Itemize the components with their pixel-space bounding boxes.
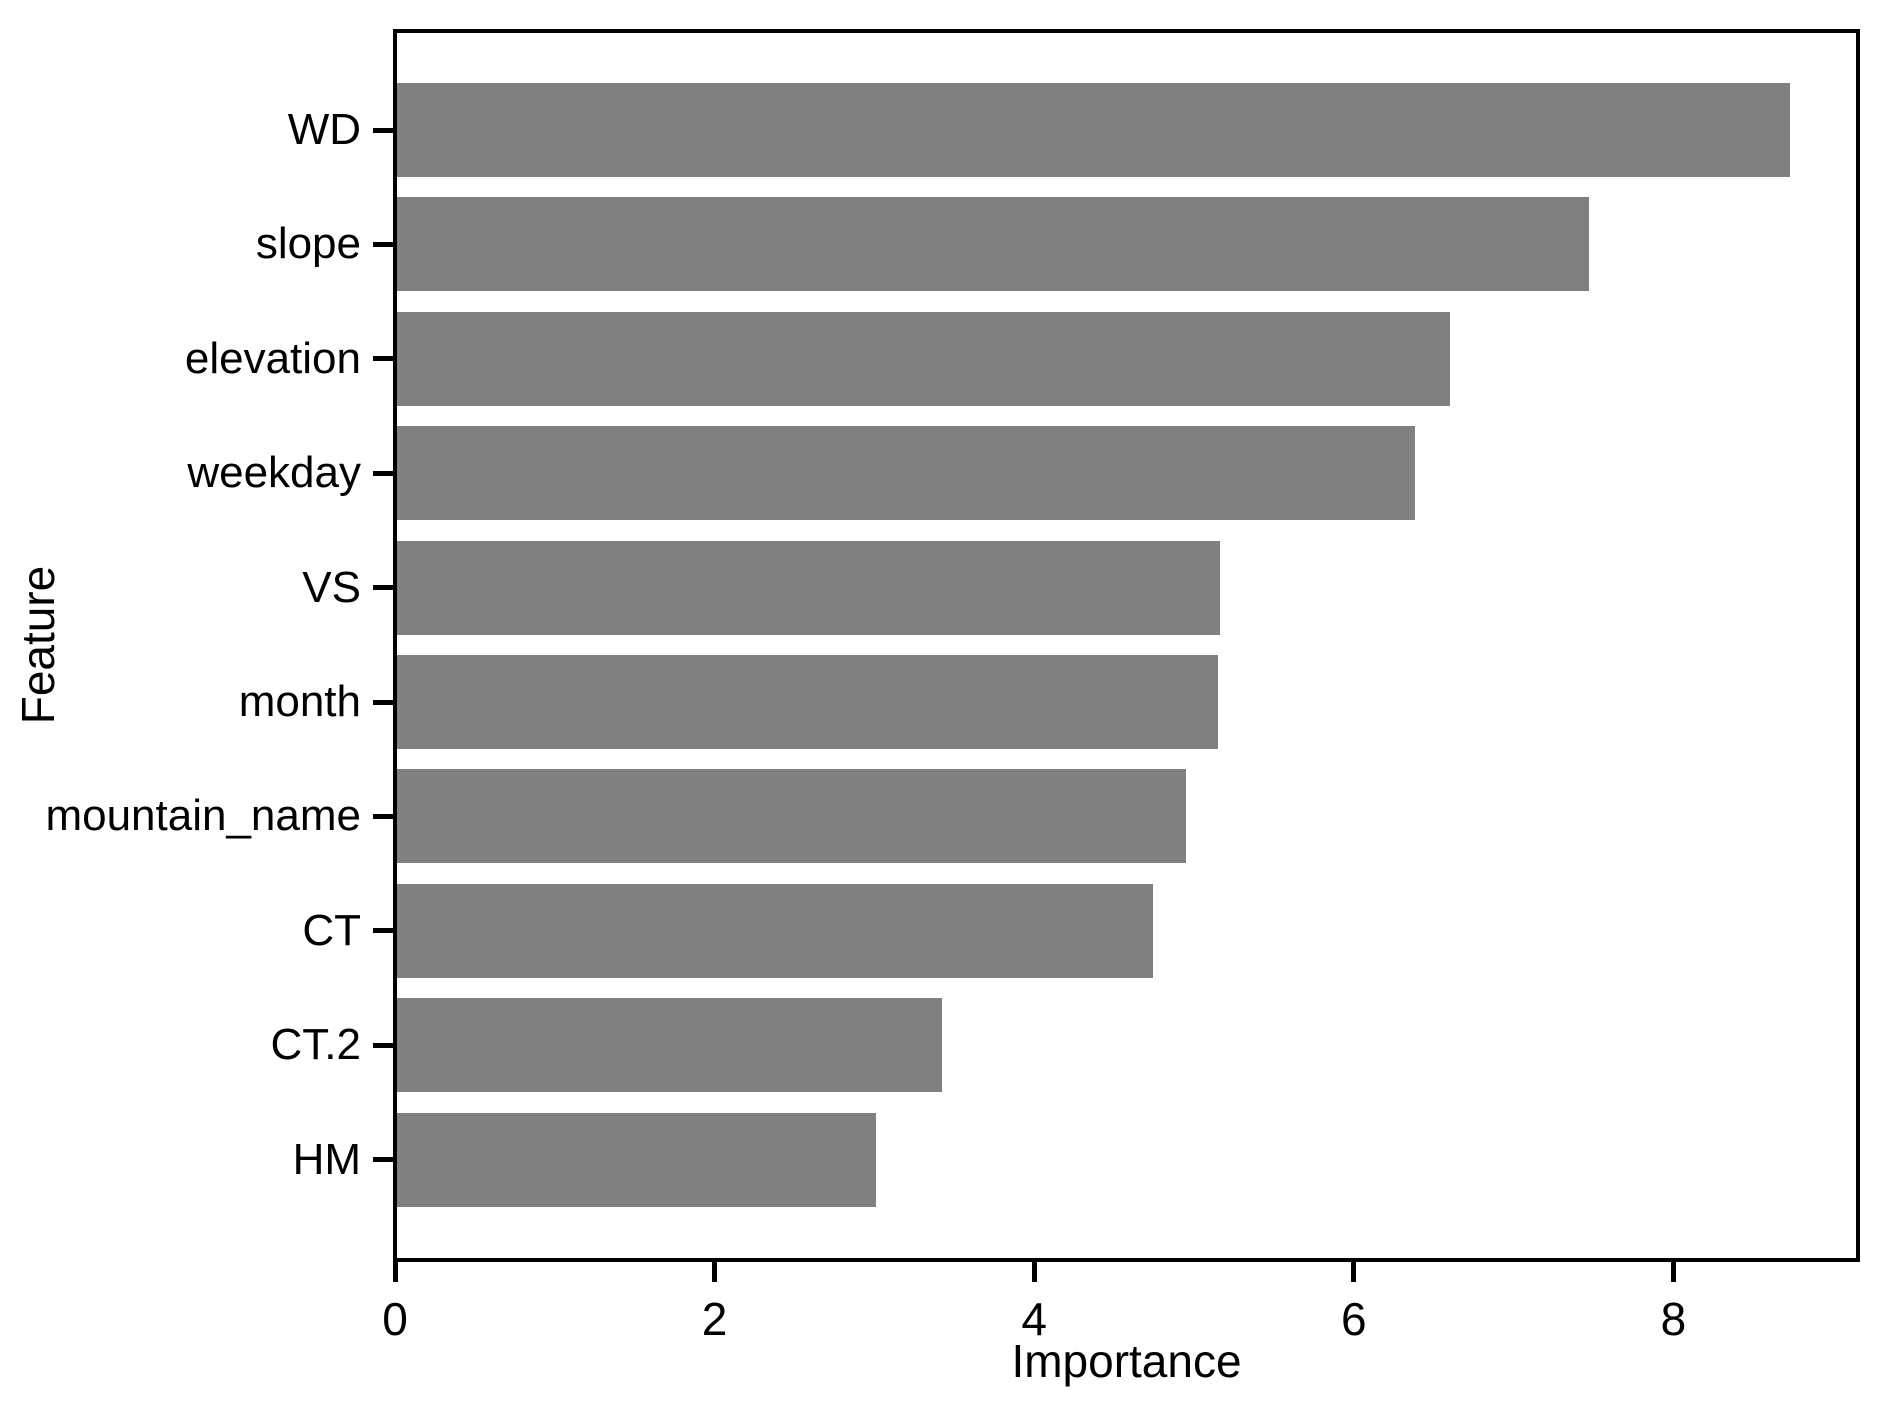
x-tick-label-6: 6 bbox=[1341, 1293, 1367, 1345]
y-tick-label-VS: VS bbox=[302, 562, 361, 612]
y-tick-label-mountain_name: mountain_name bbox=[45, 791, 361, 841]
y-tick-label-CT.2: CT.2 bbox=[270, 1020, 361, 1070]
y-tick-mark-mountain_name bbox=[373, 813, 393, 819]
bar-weekday bbox=[397, 426, 1415, 521]
bar-elevation bbox=[397, 311, 1451, 406]
x-tick-label-4: 4 bbox=[1021, 1293, 1047, 1345]
y-tick-label-WD: WD bbox=[287, 105, 361, 154]
y-tick-label-slope: slope bbox=[255, 219, 361, 269]
y-tick-mark-VS bbox=[373, 585, 393, 591]
y-tick-mark-weekday bbox=[373, 470, 393, 476]
bar-slope bbox=[397, 197, 1590, 292]
y-tick-label-weekday: weekday bbox=[187, 448, 361, 498]
x-tick-mark-2 bbox=[712, 1262, 718, 1282]
x-tick-label-0: 0 bbox=[382, 1293, 408, 1345]
x-tick-label-8: 8 bbox=[1660, 1293, 1687, 1345]
y-tick-label-month: month bbox=[238, 677, 361, 726]
x-tick-mark-6 bbox=[1351, 1262, 1357, 1282]
y-tick-label-CT: CT bbox=[302, 905, 361, 955]
bar-VS bbox=[397, 540, 1220, 635]
y-tick-mark-HM bbox=[373, 1157, 393, 1163]
bar-HM bbox=[397, 1112, 877, 1207]
y-tick-label-HM: HM bbox=[292, 1134, 361, 1184]
bar-CT.2 bbox=[397, 998, 942, 1093]
y-tick-mark-WD bbox=[373, 127, 393, 133]
y-tick-mark-CT.2 bbox=[373, 1042, 393, 1048]
bar-CT bbox=[397, 883, 1153, 978]
x-tick-mark-0 bbox=[392, 1262, 398, 1282]
x-tick-mark-4 bbox=[1031, 1262, 1037, 1282]
y-tick-mark-month bbox=[373, 699, 393, 705]
y-axis-title: Feature bbox=[12, 565, 64, 725]
bar-mountain_name bbox=[397, 769, 1187, 864]
x-axis-title: Importance bbox=[1011, 1335, 1242, 1387]
bar-month bbox=[397, 655, 1219, 749]
y-tick-mark-CT bbox=[373, 928, 393, 934]
x-tick-label-2: 2 bbox=[701, 1293, 728, 1345]
y-tick-mark-elevation bbox=[373, 356, 393, 362]
x-tick-mark-8 bbox=[1670, 1262, 1676, 1282]
y-tick-label-elevation: elevation bbox=[184, 333, 361, 383]
y-tick-mark-slope bbox=[373, 241, 393, 247]
bar-WD bbox=[397, 83, 1791, 177]
